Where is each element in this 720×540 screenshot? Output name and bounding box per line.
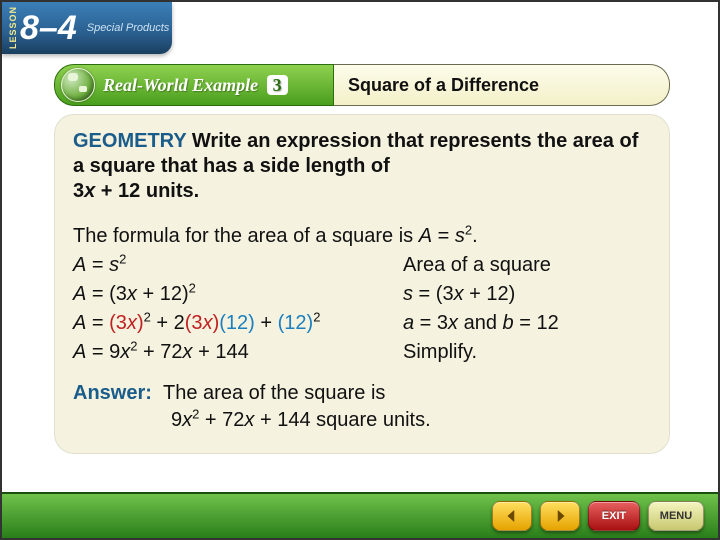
example-number: 3 — [267, 75, 288, 95]
intro-post: . — [472, 225, 478, 247]
step-rhs: s = (3x + 12) — [403, 280, 651, 309]
slide: LESSON 8–4 Special Products Real-World E… — [0, 0, 720, 540]
lesson-subtitle: Special Products — [87, 22, 170, 34]
content-panel: GEOMETRY Write an expression that repres… — [54, 114, 670, 454]
problem-statement: GEOMETRY Write an expression that repres… — [73, 129, 651, 204]
example-title: Square of a Difference — [334, 64, 670, 106]
arrow-right-icon — [551, 507, 569, 525]
intro-A: A — [419, 225, 432, 247]
problem-category: GEOMETRY — [73, 130, 186, 152]
example-label-example: Example — [192, 75, 258, 95]
step-lhs: A = (3x)2 + 2(3x)(12) + (12)2 — [73, 309, 403, 338]
lesson-vertical-label: LESSON — [8, 6, 18, 49]
prev-button[interactable] — [492, 501, 532, 531]
answer-line1: The area of the square is — [163, 382, 385, 404]
lesson-tab: LESSON 8–4 Special Products — [2, 2, 172, 54]
step-rhs: Simplify. — [403, 338, 651, 367]
example-label: Real-World Example 3 — [103, 75, 288, 96]
step-row: A = (3x + 12)2 s = (3x + 12) — [73, 280, 651, 309]
nav-bar: EXIT MENU — [2, 492, 718, 538]
problem-expr-var: x — [84, 180, 95, 202]
menu-label: MENU — [660, 510, 692, 522]
next-button[interactable] — [540, 501, 580, 531]
problem-expr-coeff: 3 — [73, 180, 84, 202]
step-lhs: A = s2 — [73, 251, 403, 280]
step-rhs: Area of a square — [403, 251, 651, 280]
answer-label: Answer: — [73, 382, 152, 404]
globe-icon — [61, 68, 95, 102]
step-row: A = s2 Area of a square — [73, 251, 651, 280]
example-header-left: Real-World Example 3 — [54, 64, 334, 106]
solution-body: The formula for the area of a square is … — [73, 222, 651, 435]
example-label-real-world: Real-World — [103, 75, 188, 95]
intro-eq: = — [432, 225, 455, 247]
example-header: Real-World Example 3 Square of a Differe… — [54, 64, 670, 106]
intro-s: s — [455, 225, 465, 247]
menu-button[interactable]: MENU — [648, 501, 704, 531]
intro-pre: The formula for the area of a square is — [73, 225, 419, 247]
step-row: A = 9x2 + 72x + 144 Simplify. — [73, 338, 651, 367]
intro-line: The formula for the area of a square is … — [73, 222, 651, 251]
arrow-left-icon — [503, 507, 521, 525]
answer-block: Answer: The area of the square is 9x2 + … — [73, 379, 651, 435]
problem-expr-suffix: + 12 units. — [95, 180, 199, 202]
step-row: A = (3x)2 + 2(3x)(12) + (12)2 a = 3x and… — [73, 309, 651, 338]
lesson-number: 8–4 — [20, 9, 77, 48]
step-lhs: A = 9x2 + 72x + 144 — [73, 338, 403, 367]
answer-line2: 9x2 + 72x + 144 square units. — [73, 406, 651, 435]
step-lhs: A = (3x + 12)2 — [73, 280, 403, 309]
exit-label: EXIT — [602, 510, 626, 522]
step-rhs: a = 3x and b = 12 — [403, 309, 651, 338]
exit-button[interactable]: EXIT — [588, 501, 640, 531]
